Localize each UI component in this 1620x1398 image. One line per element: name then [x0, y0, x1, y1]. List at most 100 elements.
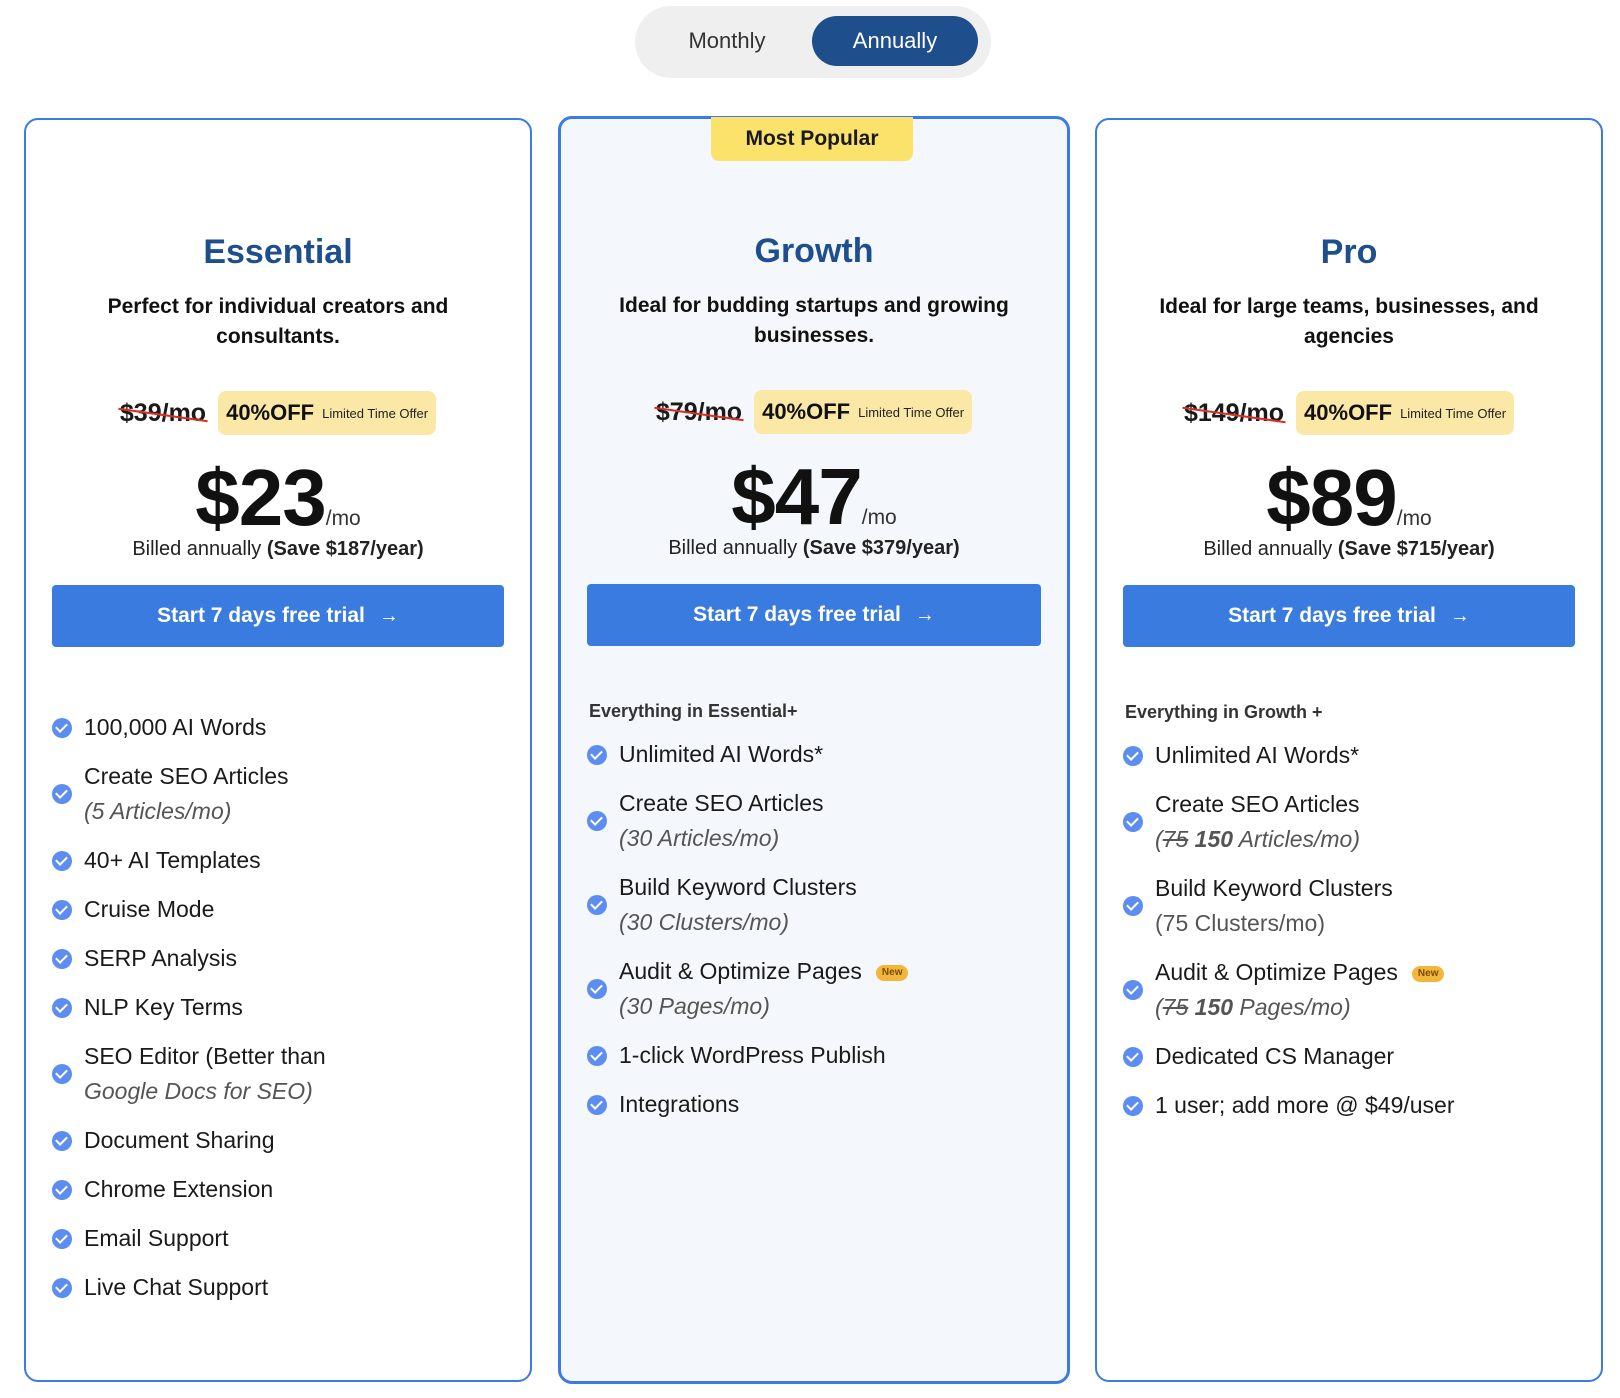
billed-text: Billed annually — [668, 537, 798, 559]
check-circle-icon — [52, 1064, 72, 1084]
feature-text: Document Sharing — [84, 1123, 275, 1158]
savings-text: (Save $187/year) — [266, 538, 424, 560]
feature-label: 40+ AI Templates — [84, 847, 261, 873]
plan-name: Growth — [754, 232, 874, 270]
feature-label: 1 user; add more @ $49/user — [1155, 1092, 1455, 1118]
check-circle-icon — [52, 784, 72, 804]
feature-item: Email Support — [52, 1221, 510, 1256]
quota-unit: Articles/mo) — [1238, 826, 1360, 852]
quota-open-paren: ( — [1155, 826, 1163, 852]
feature-text: Create SEO Articles (75 150 Articles/mo) — [1155, 787, 1360, 857]
feature-text: Build Keyword Clusters (30 Clusters/mo) — [619, 870, 857, 940]
feature-item: Create SEO Articles (5 Articles/mo) — [52, 759, 510, 829]
feature-label: Build Keyword Clusters — [619, 874, 857, 900]
discount-note: Limited Time Offer — [322, 405, 429, 421]
discount-row: $149/mo 40%OFF Limited Time Offer — [1097, 390, 1601, 436]
plan-card-pro: Pro Ideal for large teams, businesses, a… — [1095, 118, 1603, 1382]
feature-label: Audit & Optimize Pages — [619, 958, 862, 984]
feature-label: Cruise Mode — [84, 896, 215, 922]
check-circle-icon — [52, 899, 72, 920]
feature-text: Unlimited AI Words* — [1155, 738, 1359, 773]
feature-item: Build Keyword Clusters (30 Clusters/mo) — [587, 870, 1047, 940]
savings-text: (Save $715/year) — [1337, 538, 1495, 560]
feature-item: Audit & Optimize Pages New (30 Pages/mo) — [587, 954, 1047, 1024]
feature-label: 1-click WordPress Publish — [619, 1042, 886, 1068]
current-price: $89/mo — [1097, 452, 1601, 544]
feature-text: 1-click WordPress Publish — [619, 1038, 886, 1073]
arrow-right-icon: → — [1449, 604, 1470, 627]
quota-open-paren: ( — [1155, 994, 1163, 1020]
feature-text: Integrations — [619, 1087, 739, 1122]
price-period: /mo — [861, 506, 897, 529]
feature-label: Audit & Optimize Pages — [1155, 959, 1398, 985]
arrow-right-icon: → — [378, 604, 399, 627]
feature-text: SERP Analysis — [84, 941, 237, 976]
feature-label: Create SEO Articles — [1155, 791, 1360, 817]
check-circle-icon — [587, 811, 607, 831]
plan-description: Perfect for individual creators and cons… — [107, 295, 449, 348]
new-badge: New — [875, 964, 909, 981]
feature-item: Dedicated CS Manager — [1123, 1039, 1581, 1074]
billing-note: Billed annually (Save $379/year) — [561, 537, 1067, 560]
feature-label: 100,000 AI Words — [84, 714, 267, 740]
start-trial-button[interactable]: Start 7 days free trial → — [52, 585, 504, 647]
toggle-monthly[interactable]: Monthly — [688, 28, 766, 53]
plan-card-essential: Essential Perfect for individual creator… — [24, 118, 532, 1382]
check-circle-icon — [52, 948, 72, 969]
feature-label: Chrome Extension — [84, 1176, 274, 1202]
toggle-annually[interactable]: Annually — [812, 16, 978, 66]
billing-note: Billed annually (Save $187/year) — [26, 538, 530, 561]
feature-label: Unlimited AI Words* — [1155, 742, 1360, 768]
plan-description: Ideal for budding startups and growing b… — [619, 294, 1009, 347]
feature-item: SEO Editor (Better than Google Docs for S… — [52, 1039, 510, 1109]
discount-note: Limited Time Offer — [1400, 405, 1507, 421]
cta-label: Start 7 days free trial — [693, 603, 901, 626]
price-amount: $47 — [731, 452, 862, 541]
feature-text: 1 user; add more @ $49/user — [1155, 1088, 1455, 1123]
feature-item: Document Sharing — [52, 1123, 510, 1158]
billed-text: Billed annually — [1203, 538, 1333, 560]
discount-row: $39/mo 40%OFF Limited Time Offer — [26, 390, 530, 436]
check-circle-icon — [52, 1179, 72, 1200]
arrow-right-icon: → — [914, 603, 935, 626]
feature-quota: (75 150 Articles/mo) — [1155, 822, 1360, 857]
feature-label: SERP Analysis — [84, 945, 237, 971]
plan-description: Ideal for large teams, businesses, and a… — [1159, 295, 1539, 348]
feature-text: Audit & Optimize Pages New (30 Pages/mo) — [619, 954, 909, 1024]
new-badge: New — [1411, 965, 1445, 982]
original-price: $79/mo — [655, 397, 743, 426]
billing-note: Billed annually (Save $715/year) — [1097, 538, 1601, 561]
feature-text: Cruise Mode — [84, 892, 214, 927]
feature-label: Dedicated CS Manager — [1155, 1043, 1395, 1069]
check-circle-icon — [1123, 745, 1143, 766]
feature-text: Create SEO Articles (30 Articles/mo) — [619, 786, 824, 856]
check-circle-icon — [587, 895, 607, 915]
feature-item: Cruise Mode — [52, 892, 510, 927]
plan-name: Pro — [1320, 233, 1378, 271]
includes-previous-label: Everything in Growth + — [1125, 702, 1323, 722]
feature-text: 40+ AI Templates — [84, 843, 261, 878]
plan-name: Essential — [203, 233, 353, 271]
current-price: $23/mo — [26, 452, 530, 544]
feature-item: Integrations — [587, 1087, 1047, 1122]
start-trial-button[interactable]: Start 7 days free trial → — [587, 584, 1041, 646]
feature-label: NLP Key Terms — [84, 994, 243, 1020]
quota-old-value: 75 — [1162, 994, 1189, 1020]
check-circle-icon — [52, 717, 72, 738]
billing-toggle: Monthly Annually — [635, 6, 991, 78]
feature-quota: (75 150 Pages/mo) — [1155, 990, 1444, 1025]
discount-percent: 40%OFF — [762, 399, 851, 424]
feature-label: Unlimited AI Words* — [619, 741, 824, 767]
feature-item: 100,000 AI Words — [52, 710, 510, 745]
quota-new-value: 150 — [1194, 994, 1234, 1020]
price-period: /mo — [325, 507, 361, 530]
check-circle-icon — [587, 1045, 607, 1066]
price-amount: $23 — [195, 453, 326, 542]
price-amount: $89 — [1266, 453, 1397, 542]
quota-new-value: 150 — [1194, 826, 1234, 852]
start-trial-button[interactable]: Start 7 days free trial → — [1123, 585, 1575, 647]
check-circle-icon — [1123, 1095, 1143, 1116]
original-price: $39/mo — [119, 398, 207, 427]
feature-item: SERP Analysis — [52, 941, 510, 976]
discount-row: $79/mo 40%OFF Limited Time Offer — [561, 389, 1067, 435]
